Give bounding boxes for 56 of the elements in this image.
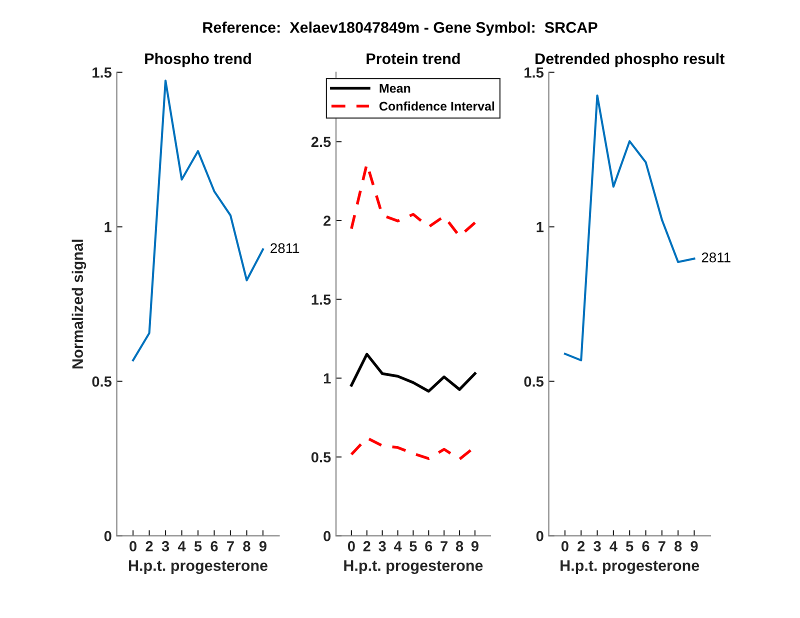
y-tick-label: 1.5	[312, 294, 331, 305]
y-tick-label: 2	[324, 216, 331, 226]
x-tick-label: 0	[561, 541, 568, 552]
y-tick-label: 1	[536, 222, 544, 232]
text: Reference: Xelaev18047849m - Gene Symbol: SRCAP	[203, 22, 598, 36]
line-series	[132, 80, 264, 362]
y-tick-label: 1	[104, 222, 112, 232]
x-tick-label: 2	[363, 541, 370, 552]
chart-title: Protein trend	[366, 52, 460, 64]
x-tick-label: 8	[456, 541, 464, 552]
chart-title: Detrended phospho result	[536, 52, 724, 68]
y-tick-label: 1	[324, 373, 331, 384]
y-tick-label: 0	[536, 530, 544, 542]
legend-label: Confidence Interval	[379, 101, 494, 111]
x-tick-label: 5	[194, 541, 202, 552]
chart-title: Phospho trend	[145, 52, 251, 68]
y-tick-label: 0	[104, 530, 112, 542]
x-tick-label: 4	[394, 541, 402, 552]
legend-label: Mean	[380, 84, 410, 93]
x-tick-label: 8	[243, 541, 250, 552]
annotation: 2811	[270, 243, 300, 254]
x-tick-label: 3	[378, 541, 386, 552]
y-tick-label: 0.5	[311, 452, 331, 462]
x-tick-label: 2	[578, 541, 585, 552]
x-tick-label: 2	[146, 541, 153, 552]
x-tick-label: 6	[210, 541, 218, 552]
line-series	[350, 352, 476, 393]
x-tick-label: 3	[594, 541, 601, 552]
y-tick-label: 1.5	[524, 68, 544, 78]
line-series	[564, 94, 696, 362]
y-tick-label: 2.5	[311, 136, 331, 148]
x-tick-label: 5	[410, 541, 417, 552]
x-tick-label: 0	[130, 541, 136, 552]
x-tick-label: 5	[626, 541, 634, 552]
x-tick-label: 3	[162, 541, 170, 552]
x-tick-label: 7	[658, 541, 666, 552]
x-tick-label: 0	[348, 541, 355, 552]
x-tick-label: 8	[674, 541, 682, 552]
y-tick-label: 0.5	[92, 376, 112, 387]
y-axis-title: Normalized signal	[72, 240, 86, 368]
x-axis-title: H.p.t. progesterone	[344, 560, 483, 574]
annotation: 2811	[702, 252, 730, 262]
x-axis-title: H.p.t. progesterone	[560, 560, 700, 574]
x-tick-label: 6	[642, 541, 650, 552]
x-tick-label: 9	[259, 541, 266, 552]
x-tick-label: 9	[690, 541, 698, 552]
x-axis-title: H.p.t. progesterone	[128, 560, 268, 574]
x-tick-label: 7	[227, 541, 234, 552]
y-tick-label: 1.5	[92, 68, 112, 78]
x-tick-label: 9	[471, 541, 478, 552]
x-tick-label: 4	[610, 541, 618, 552]
x-tick-label: 6	[425, 541, 432, 552]
y-tick-label: 0.5	[524, 376, 544, 387]
x-tick-label: 7	[440, 541, 448, 552]
y-tick-label: 0	[324, 530, 331, 542]
x-tick-label: 4	[178, 541, 186, 552]
